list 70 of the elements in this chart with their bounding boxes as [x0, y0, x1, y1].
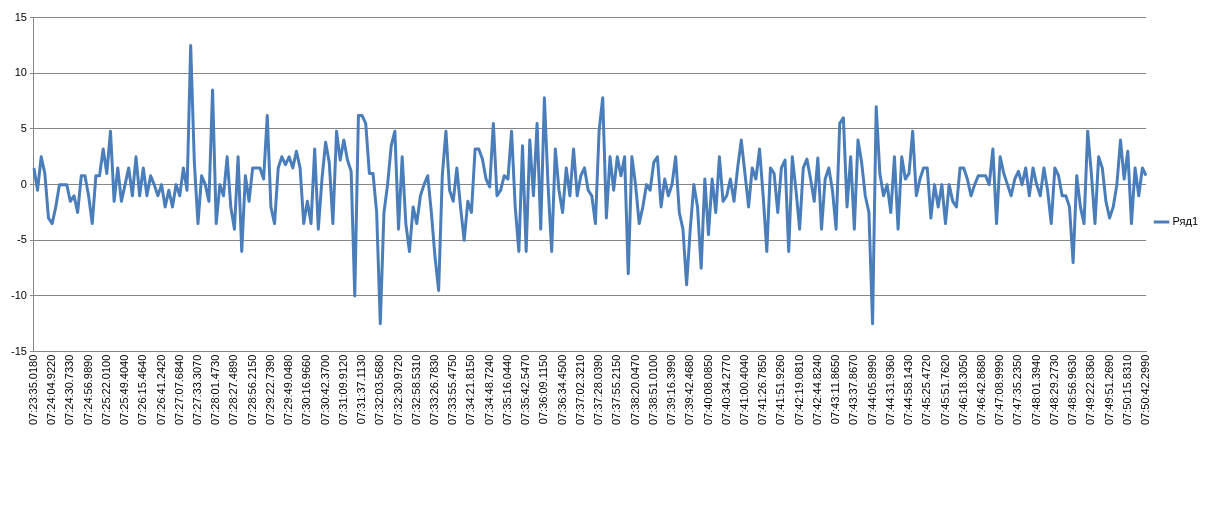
x-tick-label: 07:31:09.9120: [336, 354, 349, 426]
x-tick-label: 07:25:49.4040: [118, 354, 131, 426]
x-tick-label: 07:49:22.8360: [1084, 354, 1097, 426]
x-tick-label: 07:26:15.4640: [136, 354, 149, 426]
x-tick-label: 07:45:25.4720: [920, 354, 933, 426]
x-tick-label: 07:30:16.9660: [300, 354, 313, 426]
y-tick-label: -15: [10, 344, 27, 357]
x-tick-label: 07:43:37.8670: [847, 354, 860, 426]
x-tick-label: 07:28:01.4730: [209, 354, 222, 426]
x-tick-label: 07:46:18.3050: [956, 354, 969, 426]
x-tick-label: 07:41:26.7850: [756, 354, 769, 426]
x-tick-label: 07:24:04.9220: [45, 354, 58, 426]
x-tick-label: 07:46:42.8680: [974, 354, 987, 426]
x-tick-label: 07:48:01.3940: [1029, 354, 1042, 426]
x-tick-label: 07:43:11.8650: [829, 354, 842, 425]
x-tick-label: 07:45:51.7620: [938, 354, 951, 426]
x-tick-label: 07:47:35.2350: [1011, 354, 1024, 426]
x-tick-label: 07:41:00.4040: [737, 354, 750, 426]
y-tick-label: 15: [14, 10, 27, 23]
x-tick-label: 07:28:27.4890: [227, 354, 240, 426]
x-tick-label: 07:32:30.9720: [391, 354, 404, 426]
x-tick-label: 07:47:08.9990: [993, 354, 1006, 426]
x-tick-label: 07:31:37.1130: [355, 354, 368, 425]
x-tick-label: 07:48:29.2730: [1047, 354, 1060, 426]
legend-label: Ряд1: [1172, 215, 1198, 228]
y-tick-label: 5: [20, 121, 27, 134]
x-tick-label: 07:23:35.0180: [26, 354, 39, 426]
x-tick-label: 07:30:42.3700: [318, 354, 331, 426]
x-tick-label: 07:48:56.9630: [1066, 354, 1079, 426]
x-tick-label: 07:44:58.1430: [902, 354, 915, 426]
y-tick-label: 0: [20, 177, 27, 190]
x-tick-label: 07:40:34.2770: [719, 354, 732, 426]
x-tick-label: 07:24:30.7330: [63, 354, 76, 426]
x-tick-label: 07:27:07.6840: [172, 354, 185, 426]
x-tick-label: 07:38:20.0470: [628, 354, 641, 426]
x-tick-label: 07:39:42.4680: [683, 354, 696, 426]
y-tick-label: -5: [17, 233, 27, 246]
x-tick-label: 07:27:33.3070: [191, 354, 204, 426]
x-tick-label: 07:29:22.7390: [263, 354, 276, 426]
x-tick-label: 07:32:58.5310: [409, 354, 422, 426]
y-tick-label: 10: [14, 66, 27, 79]
x-tick-label: 07:40:08.0850: [701, 354, 714, 426]
x-tick-label: 07:38:51.0100: [646, 354, 659, 426]
x-tick-label: 07:32:03.5680: [373, 354, 386, 426]
x-tick-label: 07:44:31.9360: [883, 354, 896, 426]
x-tick-label: 07:37:55.2150: [610, 354, 623, 426]
x-tick-label: 07:29:49.0480: [282, 354, 295, 426]
x-tick-label: 07:35:42.5470: [519, 354, 532, 426]
x-tick-label: 07:41:51.9260: [774, 354, 787, 426]
x-tick-label: 07:49:51.2690: [1102, 354, 1115, 426]
x-tick-label: 07:42:19.0810: [792, 354, 805, 426]
y-tick-label: -10: [10, 289, 27, 302]
x-tick-label: 07:34:48.7240: [482, 354, 495, 426]
x-tick-label: 07:33:55.4750: [446, 354, 459, 426]
x-tick-label: 07:36:34.4500: [555, 354, 568, 426]
x-tick-label: 07:42:44.8240: [810, 354, 823, 426]
x-tick-label: 07:33:26.7830: [428, 354, 441, 426]
x-tick-label: 07:24:56.9890: [81, 354, 94, 426]
x-tick-label: 07:36:09.1150: [537, 354, 550, 425]
x-tick-label: 07:26:41.2420: [154, 354, 167, 426]
x-tick-label: 07:34:21.8150: [464, 354, 477, 426]
x-tick-label: 07:37:02.3210: [573, 354, 586, 426]
x-tick-label: 07:39:16.3990: [665, 354, 678, 426]
x-tick-label: 07:50:15.8310: [1120, 354, 1133, 426]
x-tick-label: 07:35:16.0440: [500, 354, 513, 426]
x-tick-label: 07:28:56.2150: [245, 354, 258, 426]
x-tick-label: 07:50:42.2990: [1139, 354, 1152, 426]
x-tick-label: 07:44:05.8990: [865, 354, 878, 426]
x-tick-label: 07:25:22.0100: [99, 354, 112, 426]
x-tick-label: 07:37:28.0390: [592, 354, 605, 426]
